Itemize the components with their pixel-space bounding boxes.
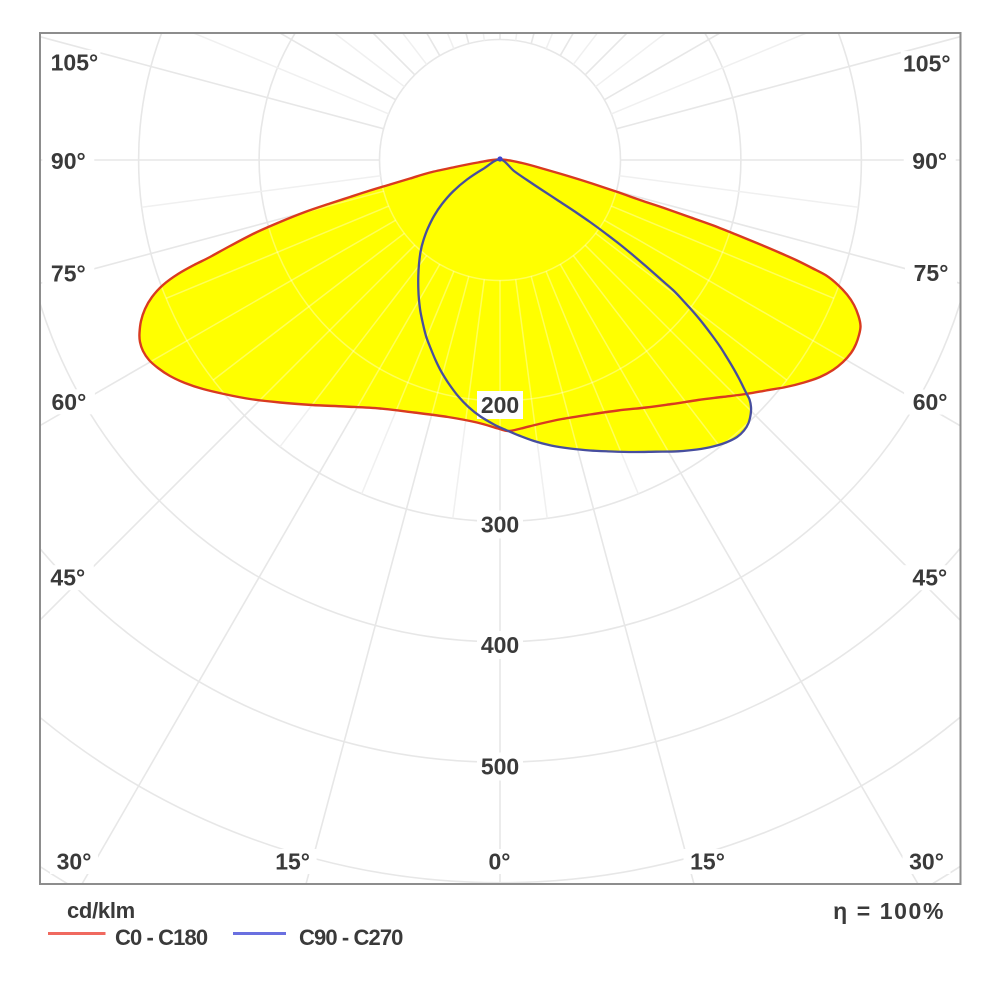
svg-text:45°: 45° <box>912 565 947 591</box>
svg-text:30°: 30° <box>909 849 944 875</box>
svg-text:105°: 105° <box>51 49 99 75</box>
svg-text:cd/klm: cd/klm <box>67 898 135 923</box>
svg-text:C0 - C180: C0 - C180 <box>115 925 208 950</box>
svg-text:90°: 90° <box>912 148 947 174</box>
svg-text:300: 300 <box>481 512 519 538</box>
svg-text:C90 - C270: C90 - C270 <box>299 925 403 950</box>
svg-text:200: 200 <box>481 392 519 418</box>
svg-text:45°: 45° <box>50 565 85 591</box>
svg-text:60°: 60° <box>52 389 87 415</box>
svg-text:75°: 75° <box>51 260 86 286</box>
svg-text:75°: 75° <box>914 260 949 286</box>
svg-text:15°: 15° <box>690 849 725 875</box>
svg-text:30°: 30° <box>57 849 92 875</box>
svg-text:15°: 15° <box>275 849 310 875</box>
svg-text:90°: 90° <box>51 148 86 174</box>
svg-text:0°: 0° <box>489 849 511 875</box>
svg-text:500: 500 <box>481 754 519 780</box>
svg-text:η = 100%: η = 100% <box>833 898 945 924</box>
svg-text:400: 400 <box>481 632 519 658</box>
svg-text:60°: 60° <box>913 389 948 415</box>
svg-text:105°: 105° <box>903 51 951 77</box>
